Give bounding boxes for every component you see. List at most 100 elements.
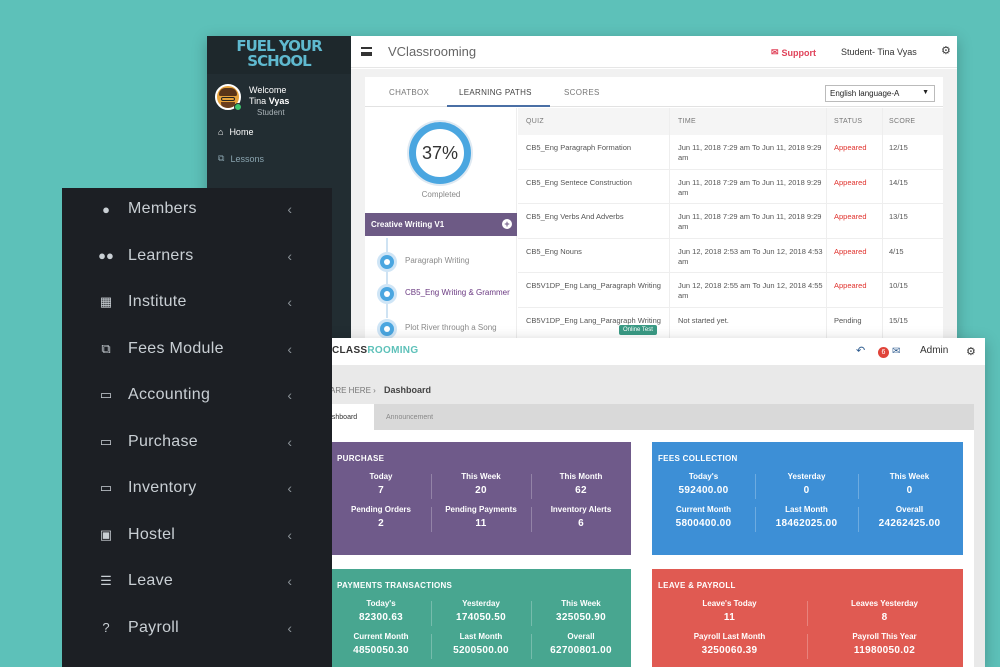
sidebar-item-purchase[interactable]: ▭ Purchase ‹ [62,419,332,465]
stat-value: 592400.00 [678,485,729,496]
stat-cell: Yesterday 174050.50 [431,599,531,623]
tab-announcement[interactable]: Announcement [386,414,434,421]
user-role: Student [257,108,285,117]
sidebar-item-payroll[interactable]: ? Payroll ‹ [62,605,332,651]
stat-label: Payroll Last Month [693,632,766,641]
table-row[interactable]: CB5_Eng Paragraph Formation Jun 11, 2018 … [518,135,943,170]
stat-value: 7 [378,485,384,496]
language-select[interactable]: English language-A ▼ [825,85,935,102]
cell-divider [531,601,532,626]
gear-icon[interactable]: ⚙ [941,45,951,57]
tab-chatbox[interactable]: CHATBOX [389,88,430,97]
stat-cell: Last Month 18462025.00 [755,505,858,529]
sidebar-item-fees-module[interactable]: ⧉ Fees Module ‹ [62,326,332,372]
tab-scores[interactable]: SCORES [564,88,600,97]
hamburger-menu-icon[interactable] [361,47,372,56]
quiz-name: CB5_Eng Nouns [526,246,582,256]
sidebar-item-label: Hostel [128,525,176,543]
card-title: LEAVE & PAYROLL [658,581,736,590]
sidebar-item-hostel[interactable]: ▣ Hostel ‹ [62,512,332,558]
envelope-icon: ✉ [771,47,779,57]
stat-label: Yesterday [787,472,826,481]
logo-line2: SCHOOL [247,52,311,70]
completed-label: Completed [421,190,461,199]
module-sidebar: ● Members ‹ ●● Learners ‹ ▦ Institute ‹ ⧉ Fees Mod… [62,188,332,667]
users-icon: ●● [98,248,114,263]
play-dot-icon [377,252,397,272]
sidebar-item-label: Members [128,200,197,217]
quiz-status: Appeared [834,143,867,152]
sidebar-item-home[interactable]: ⌂ Home [218,127,253,137]
quiz-name: CB5V1DP_Eng Lang_Paragraph Writing [526,281,661,290]
cell-divider [858,507,859,532]
cell-divider [531,507,532,532]
plus-circle-icon[interactable]: + [502,219,512,229]
learner-header: VClassrooming ✉ Support Student- Tina Vy… [351,36,957,68]
stat-cell: This Month 62 [531,472,631,496]
stat-label: This Week [561,599,601,608]
path-item-plot-river[interactable]: Plot River through a Song [377,319,515,339]
quiz-time: Not started yet. [678,315,729,325]
learner-window: FUEL YOUR SCHOOL Welcome Tina Vyas Stude… [207,36,957,346]
stat-cell: This Week 325050.90 [531,599,631,623]
admin-user[interactable]: Admin [920,345,949,356]
list-icon: ☰ [100,573,112,588]
stat-label: Today's [688,472,719,481]
notification-badge[interactable]: 6 [878,347,889,358]
path-item-writing-grammer[interactable]: CB5_Eng Writing & Grammer [377,284,515,304]
fees-collection-card[interactable]: FEES COLLECTION Today's 592400.00 Yesterday… [652,442,963,555]
stat-value: 24262425.00 [878,518,941,529]
dashboard-cards: PURCHASE Today 7 This Week 20 This Month 62 Pen… [322,430,974,667]
cell-divider [431,474,432,499]
column-quiz: QUIZ [526,118,544,125]
admin-brand: CLASSROOMING [332,345,419,356]
stat-cell: Payroll Last Month 3250060.39 [652,632,807,656]
support-link[interactable]: ✉ Support [771,47,817,58]
sidebar-item-learners[interactable]: ●● Learners ‹ [62,233,332,279]
table-row[interactable]: CB5_Eng Nouns Jun 12, 2018 2:53 am To Jun… [518,239,943,273]
envelope-icon[interactable]: ✉ [892,346,901,357]
fuel-your-school-logo[interactable]: FUEL YOUR SCHOOL [207,36,351,74]
cell-divider [431,601,432,626]
quiz-table: QUIZ TIME STATUS SCORE CB5_Eng Paragraph… [518,108,943,346]
sidebar-item-members[interactable]: ● Members ‹ [62,186,332,232]
back-arrow-icon[interactable]: ↶ [856,345,866,357]
stat-cell: Leaves Yesterday 8 [807,599,962,623]
quiz-name: CB5_Eng Sentece Construction [526,177,632,187]
sidebar-item-label: Learners [128,246,194,264]
page-title: Dashboard [384,385,432,395]
sidebar-item-lessons[interactable]: ⧉ Lessons [218,153,264,164]
sidebar-item-leave[interactable]: ☰ Leave ‹ [62,558,332,604]
quiz-score: 4/15 [889,246,904,256]
table-row[interactable]: CB5_Eng Verbs And Adverbs Jun 11, 2018 7:… [518,204,943,239]
avatar [215,84,241,110]
path-item-paragraph-writing[interactable]: Paragraph Writing [377,252,515,272]
table-row[interactable]: CB5_Eng Sentece Construction Jun 11, 2018… [518,170,943,204]
sidebar-item-accounting[interactable]: ▭ Accounting ‹ [62,372,332,418]
sidebar-item-inventory[interactable]: ▭ Inventory ‹ [62,465,332,511]
gear-icon[interactable]: ⚙ [966,346,976,358]
quiz-score: 14/15 [889,177,908,187]
chevron-left-icon: ‹ [287,340,292,357]
tab-learning-paths[interactable]: LEARNING PATHS [459,88,532,97]
sidebar-item-institute[interactable]: ▦ Institute ‹ [62,279,332,325]
leave-payroll-card[interactable]: LEAVE & PAYROLL Leave's Today 11 Leaves Yes… [652,569,963,667]
cell-divider [531,474,532,499]
quiz-score: 13/15 [889,212,908,221]
stat-cell: Leave's Today 11 [652,599,807,623]
stat-label: This Month [559,472,603,481]
column-status: STATUS [834,118,863,125]
path-header[interactable]: Creative Writing V1 + [365,213,517,236]
play-dot-icon [377,319,397,339]
stat-label: Leaves Yesterday [850,599,918,608]
online-test-button[interactable]: Online Test [619,324,657,335]
payments-transactions-card[interactable]: PAYMENTS TRANSACTIONS Today's 82300.63 Yest… [331,569,631,667]
table-row[interactable]: CB5V1DP_Eng Lang_Paragraph Writing Not st… [518,308,943,342]
welcome-text: Welcome [249,85,287,95]
quiz-time: Jun 11, 2018 7:29 am To Jun 11, 2018 9:2… [678,177,822,197]
user-icon: ● [102,201,110,217]
table-row[interactable]: CB5V1DP_Eng Lang_Paragraph Writing Jun 12… [518,273,943,308]
document-icon: ⧉ [101,340,111,356]
purchase-card[interactable]: PURCHASE Today 7 This Week 20 This Month 62 Pen… [331,442,631,555]
cell-divider [531,634,532,659]
